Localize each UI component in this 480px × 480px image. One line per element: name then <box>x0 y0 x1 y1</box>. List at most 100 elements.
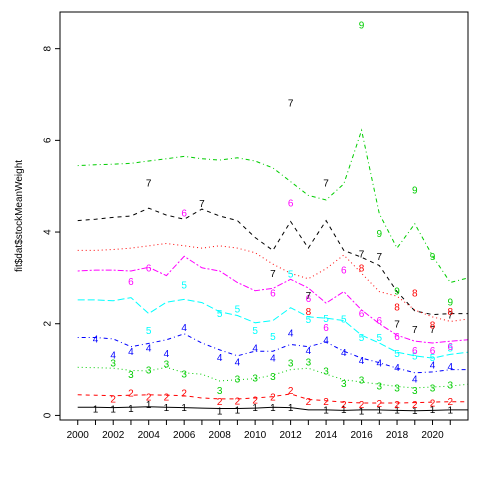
point-label-1: 1 <box>359 406 365 417</box>
point-label-5: 5 <box>341 315 347 326</box>
series-line-1 <box>77 406 468 412</box>
point-label-2: 2 <box>359 400 365 411</box>
point-label-1: 1 <box>323 405 329 416</box>
point-label-2: 2 <box>394 400 400 411</box>
point-label-5: 5 <box>306 315 312 326</box>
point-label-3: 3 <box>394 383 400 394</box>
point-label-7: 7 <box>323 179 329 190</box>
point-label-6: 6 <box>146 263 152 274</box>
y-axis-label: fit$dat$stockMeanWeight <box>14 160 25 272</box>
x-tick-label: 2000 <box>67 430 90 441</box>
point-label-6: 6 <box>430 346 436 357</box>
point-label-4: 4 <box>270 354 276 365</box>
point-label-7: 7 <box>430 325 436 336</box>
point-label-3: 3 <box>110 359 116 370</box>
point-label-1: 1 <box>270 403 276 414</box>
point-label-3: 3 <box>341 379 347 390</box>
point-label-1: 1 <box>93 405 99 416</box>
y-tick-label: 4 <box>43 229 54 235</box>
point-label-7: 7 <box>199 199 205 210</box>
point-label-2: 2 <box>323 397 329 408</box>
point-label-1: 1 <box>412 406 418 417</box>
point-label-3: 3 <box>306 357 312 368</box>
y-tick-label: 6 <box>43 137 54 143</box>
point-label-3: 3 <box>235 374 241 385</box>
x-tick-label: 2002 <box>102 430 125 441</box>
point-label-2: 2 <box>252 395 258 406</box>
point-label-2: 2 <box>164 393 170 404</box>
point-label-7: 7 <box>394 319 400 330</box>
point-label-3: 3 <box>447 380 453 391</box>
point-label-7: 7 <box>447 311 453 322</box>
series-line-2 <box>77 393 468 404</box>
point-label-7: 7 <box>288 98 294 109</box>
point-label-4: 4 <box>341 348 347 359</box>
point-label-7: 7 <box>146 179 152 190</box>
point-label-1: 1 <box>235 405 241 416</box>
point-label-6: 6 <box>288 198 294 209</box>
point-label-3: 3 <box>252 373 258 384</box>
point-label-3: 3 <box>217 386 223 397</box>
point-label-4: 4 <box>93 334 99 345</box>
point-label-8: 8 <box>447 307 453 318</box>
point-label-1: 1 <box>430 405 436 416</box>
point-label-5: 5 <box>430 353 436 364</box>
point-label-5: 5 <box>146 326 152 337</box>
point-label-3: 3 <box>146 366 152 377</box>
point-label-2: 2 <box>128 389 134 400</box>
x-tick-label: 2016 <box>350 430 373 441</box>
point-label-8: 8 <box>430 321 436 332</box>
point-label-4: 4 <box>235 357 241 368</box>
y-tick-label: 0 <box>43 412 54 418</box>
x-tick-label: 2018 <box>386 430 409 441</box>
point-label-6: 6 <box>323 323 329 334</box>
point-label-2: 2 <box>181 389 187 400</box>
point-label-5: 5 <box>235 305 241 316</box>
point-label-4: 4 <box>146 344 152 355</box>
x-tick-label: 2012 <box>279 430 302 441</box>
point-label-9: 9 <box>394 286 400 297</box>
point-label-3: 3 <box>128 370 134 381</box>
point-label-2: 2 <box>306 397 312 408</box>
series-line-4 <box>77 333 468 374</box>
point-label-5: 5 <box>252 326 258 337</box>
point-label-4: 4 <box>447 362 453 373</box>
x-tick-label: 2006 <box>173 430 196 441</box>
point-label-1: 1 <box>217 406 223 417</box>
point-label-3: 3 <box>288 358 294 369</box>
point-label-2: 2 <box>412 400 418 411</box>
point-label-1: 1 <box>377 405 383 416</box>
point-label-5: 5 <box>217 309 223 320</box>
point-label-6: 6 <box>270 289 276 300</box>
y-tick-label: 8 <box>43 45 54 51</box>
point-label-2: 2 <box>447 397 453 408</box>
point-label-1: 1 <box>252 403 258 414</box>
point-label-9: 9 <box>377 229 383 240</box>
point-label-1: 1 <box>110 405 116 416</box>
point-label-6: 6 <box>359 309 365 320</box>
point-labels: 1 1 1 1 1 1 1 1 1 1 1 1 1 1 1 1 1 1 122 2 2 22 2 2 222 2 2 2 2 2 2 2 233… <box>93 20 454 417</box>
x-tick-label: 2004 <box>138 430 161 441</box>
point-label-2: 2 <box>235 396 241 407</box>
point-label-7: 7 <box>377 252 383 263</box>
point-label-2: 2 <box>270 393 276 404</box>
point-label-4: 4 <box>164 349 170 360</box>
series-line-9 <box>77 128 469 284</box>
point-label-6: 6 <box>412 346 418 357</box>
point-label-5: 5 <box>323 314 329 325</box>
point-label-4: 4 <box>128 347 134 358</box>
point-label-4: 4 <box>252 344 258 355</box>
point-label-1: 1 <box>128 404 134 415</box>
series-line-5 <box>77 297 469 359</box>
point-label-1: 1 <box>447 405 453 416</box>
point-label-3: 3 <box>181 370 187 381</box>
point-label-6: 6 <box>377 316 383 327</box>
point-label-9: 9 <box>447 298 453 309</box>
point-label-2: 2 <box>110 394 116 405</box>
point-label-1: 1 <box>341 405 347 416</box>
point-label-3: 3 <box>270 372 276 383</box>
point-label-5: 5 <box>377 333 383 344</box>
plot-frame <box>59 11 469 421</box>
series-line-8 <box>77 242 469 322</box>
